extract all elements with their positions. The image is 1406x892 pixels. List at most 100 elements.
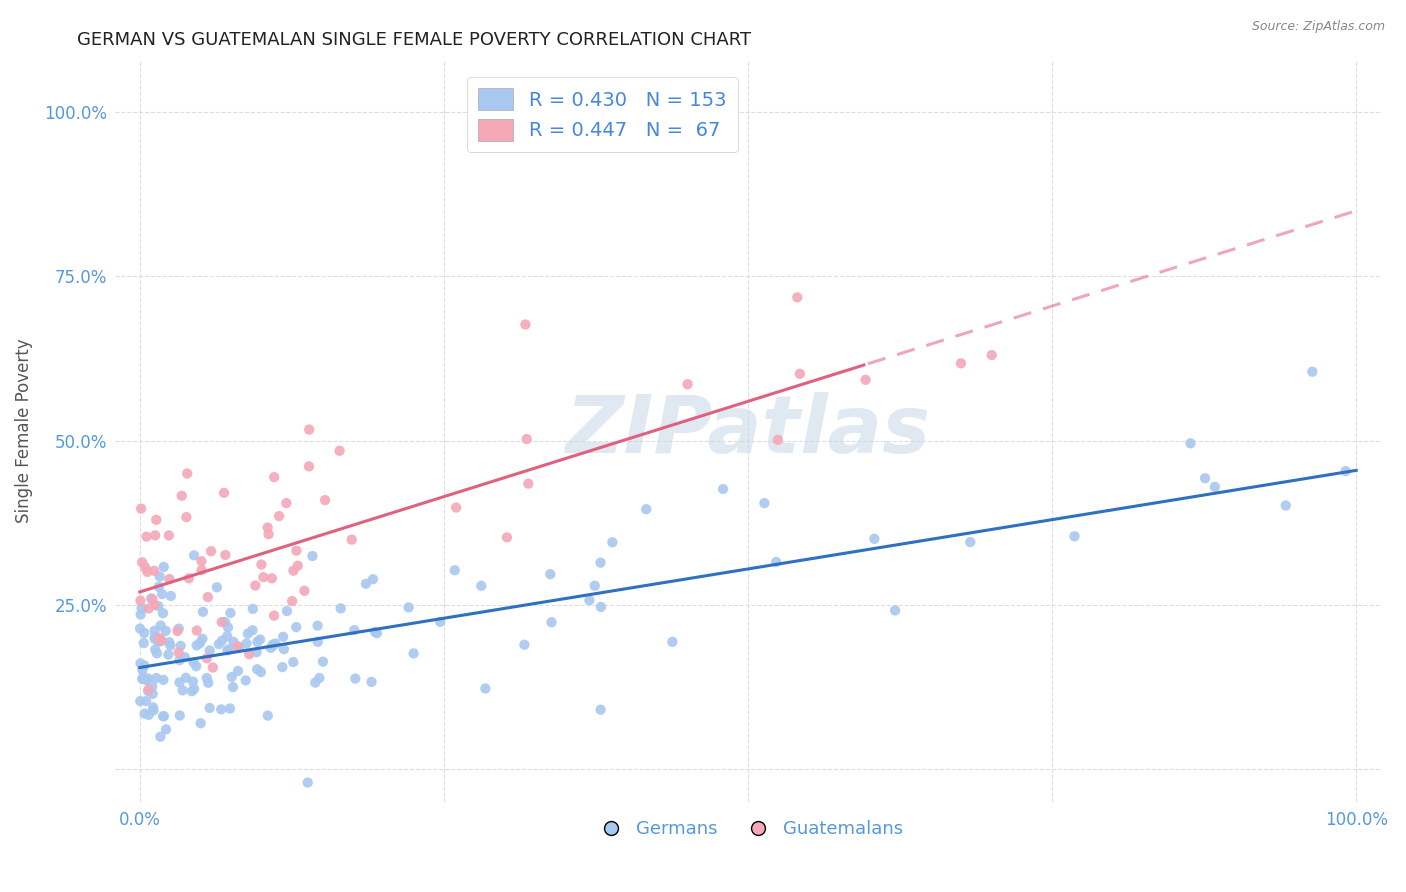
Point: [177, 571, 200, 585]
Point: [271, 660, 294, 674]
Point: [589, 599, 612, 614]
Point: [169, 653, 191, 667]
Point: [148, 631, 170, 645]
Point: [129, 607, 152, 622]
Point: [283, 564, 305, 578]
Point: [138, 601, 160, 615]
Legend: Germans, Guatemalans: Germans, Guatemalans: [586, 813, 910, 846]
Point: [250, 558, 273, 572]
Point: [276, 604, 298, 618]
Point: [191, 605, 214, 619]
Point: [141, 679, 163, 693]
Point: [540, 615, 562, 630]
Point: [765, 555, 787, 569]
Point: [129, 657, 152, 671]
Point: [855, 373, 877, 387]
Point: [145, 513, 167, 527]
Point: [307, 635, 329, 649]
Point: [344, 672, 367, 686]
Point: [217, 643, 239, 657]
Point: [329, 443, 352, 458]
Point: [131, 672, 153, 686]
Point: [312, 655, 335, 669]
Point: [129, 593, 152, 607]
Point: [249, 632, 271, 647]
Point: [148, 580, 170, 594]
Point: [1063, 529, 1085, 543]
Point: [360, 674, 382, 689]
Point: [155, 723, 177, 737]
Point: [1274, 499, 1296, 513]
Point: [443, 563, 465, 577]
Point: [273, 642, 295, 657]
Point: [183, 549, 205, 563]
Point: [221, 670, 243, 684]
Point: [212, 485, 235, 500]
Text: GERMAN VS GUATEMALAN SINGLE FEMALE POVERTY CORRELATION CHART: GERMAN VS GUATEMALAN SINGLE FEMALE POVER…: [77, 31, 751, 49]
Point: [271, 630, 294, 644]
Point: [136, 672, 159, 686]
Point: [143, 632, 166, 646]
Point: [257, 527, 280, 541]
Point: [959, 535, 981, 549]
Point: [661, 635, 683, 649]
Point: [149, 634, 172, 648]
Point: [589, 556, 612, 570]
Point: [150, 587, 173, 601]
Point: [134, 626, 156, 640]
Point: [238, 647, 260, 661]
Point: [217, 620, 239, 634]
Point: [149, 618, 172, 632]
Point: [181, 674, 204, 689]
Point: [149, 569, 172, 583]
Point: [186, 638, 208, 652]
Point: [197, 590, 219, 604]
Point: [134, 560, 156, 574]
Point: [636, 502, 658, 516]
Point: [307, 618, 329, 632]
Point: [513, 638, 536, 652]
Point: [190, 563, 212, 577]
Point: [281, 594, 304, 608]
Point: [676, 377, 699, 392]
Point: [766, 433, 789, 447]
Point: [191, 632, 214, 646]
Point: [863, 532, 886, 546]
Point: [236, 626, 259, 640]
Point: [195, 671, 218, 685]
Point: [141, 592, 163, 607]
Point: [583, 579, 606, 593]
Point: [208, 637, 231, 651]
Point: [789, 367, 811, 381]
Point: [138, 682, 160, 697]
Point: [235, 636, 257, 650]
Point: [298, 423, 321, 437]
Point: [183, 681, 205, 696]
Point: [173, 650, 195, 665]
Point: [160, 589, 183, 603]
Point: [197, 675, 219, 690]
Point: [186, 624, 208, 638]
Point: [167, 646, 190, 660]
Point: [263, 470, 285, 484]
Point: [176, 510, 198, 524]
Point: [131, 663, 153, 677]
Point: [538, 567, 561, 582]
Point: [143, 564, 166, 578]
Point: [134, 658, 156, 673]
Point: [515, 318, 537, 332]
Point: [283, 655, 305, 669]
Point: [1204, 480, 1226, 494]
Point: [1194, 471, 1216, 485]
Point: [146, 634, 169, 648]
Point: [235, 673, 257, 688]
Point: [517, 476, 540, 491]
Point: [136, 565, 159, 579]
Point: [143, 598, 166, 612]
Point: [136, 684, 159, 698]
Point: [218, 642, 240, 657]
Point: [754, 496, 776, 510]
Point: [152, 606, 174, 620]
Point: [1180, 436, 1202, 450]
Point: [361, 572, 384, 586]
